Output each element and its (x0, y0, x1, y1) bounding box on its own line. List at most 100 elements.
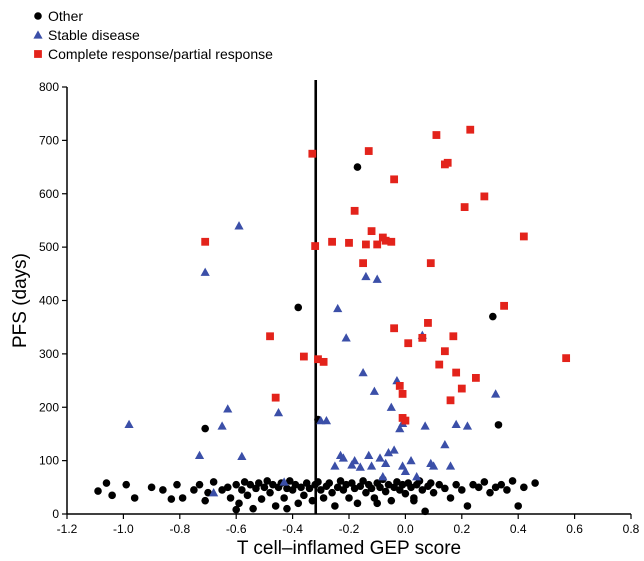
data-point (451, 419, 461, 429)
data-point (440, 440, 450, 449)
data-point (426, 479, 435, 487)
data-point (279, 477, 289, 486)
x-ticks: -1.2 -1.0 -0.8 -0.6 -0.4 -0.2 0.0 0.2 0.4 0.6 0.8 (57, 514, 640, 536)
y-tick-label: 500 (39, 240, 59, 254)
data-point (421, 507, 429, 516)
y-axis-title: PFS (days) (10, 253, 31, 348)
x-tick-label: 0.2 (453, 522, 470, 536)
data-point (232, 480, 240, 489)
data-point (217, 421, 227, 430)
data-point (418, 333, 427, 342)
data-point (333, 303, 343, 313)
data-point (387, 237, 396, 246)
data-point (378, 472, 388, 481)
data-point (350, 206, 359, 215)
data-point (273, 407, 284, 417)
data-point (491, 389, 501, 398)
data-point (347, 460, 357, 469)
data-point (266, 488, 274, 497)
data-point (519, 232, 528, 241)
data-point (283, 504, 291, 513)
data-point (269, 480, 277, 489)
data-point (234, 221, 244, 230)
legend: Other Stable disease Complete response/par… (33, 8, 273, 62)
data-point (389, 445, 399, 454)
data-point (418, 486, 427, 494)
data-point (372, 274, 382, 283)
data-point (338, 453, 348, 462)
data-point (240, 478, 249, 486)
data-point (321, 415, 332, 425)
x-tick-label: 0.6 (566, 522, 583, 536)
data-point (209, 478, 218, 486)
data-point (508, 477, 517, 485)
data-point (375, 453, 385, 462)
data-point (201, 496, 209, 505)
data-point (452, 368, 461, 377)
data-point (260, 483, 269, 492)
data-point (500, 301, 508, 310)
data-point (491, 483, 500, 492)
series-triangle (124, 221, 501, 497)
data-point (178, 494, 187, 502)
data-point (257, 495, 266, 503)
data-point (314, 478, 322, 486)
data-point (395, 424, 405, 433)
data-point (376, 483, 384, 492)
data-point (317, 486, 325, 494)
data-point (294, 499, 303, 508)
data-point (223, 404, 233, 413)
data-point (319, 494, 328, 502)
data-point (358, 367, 368, 377)
data-point (353, 499, 362, 508)
data-point (401, 489, 410, 498)
legend-label: Stable disease (48, 27, 140, 43)
data-point (381, 236, 390, 245)
data-point (243, 491, 252, 500)
data-point (480, 192, 489, 201)
data-point (429, 461, 439, 470)
data-point (266, 332, 274, 341)
data-point (336, 477, 345, 485)
data-point (472, 373, 480, 382)
data-point (311, 242, 320, 250)
data-point (333, 483, 342, 492)
y-tick-label: 600 (39, 187, 59, 201)
data-point (401, 416, 410, 425)
data-point (122, 480, 131, 489)
data-point (398, 390, 407, 398)
data-point (446, 396, 455, 405)
data-point (218, 486, 226, 494)
data-point (350, 456, 360, 465)
data-point (432, 131, 441, 139)
x-tick-label: 0.8 (623, 522, 640, 536)
data-point (299, 352, 308, 361)
data-point (384, 480, 393, 489)
data-point (314, 355, 322, 364)
data-point (341, 333, 351, 342)
data-point (381, 458, 391, 467)
data-point (489, 312, 497, 321)
data-point (383, 448, 394, 457)
data-point (345, 494, 353, 502)
data-point (429, 488, 438, 497)
data-point (362, 240, 370, 249)
data-point (319, 357, 328, 366)
data-point (369, 386, 379, 395)
data-point (446, 494, 455, 502)
y-tick-label: 400 (39, 294, 59, 308)
y-tick-label: 300 (39, 347, 59, 361)
data-point (457, 384, 466, 393)
data-point (406, 456, 416, 465)
data-point (387, 496, 396, 505)
data-point (235, 499, 243, 508)
data-point (353, 163, 362, 171)
data-point (373, 240, 382, 249)
data-point (291, 480, 300, 489)
data-point (263, 477, 272, 485)
x-tick-label: -0.2 (339, 522, 360, 536)
data-point (395, 382, 404, 390)
data-point (404, 339, 413, 348)
x-tick-label: -1.0 (113, 522, 134, 536)
